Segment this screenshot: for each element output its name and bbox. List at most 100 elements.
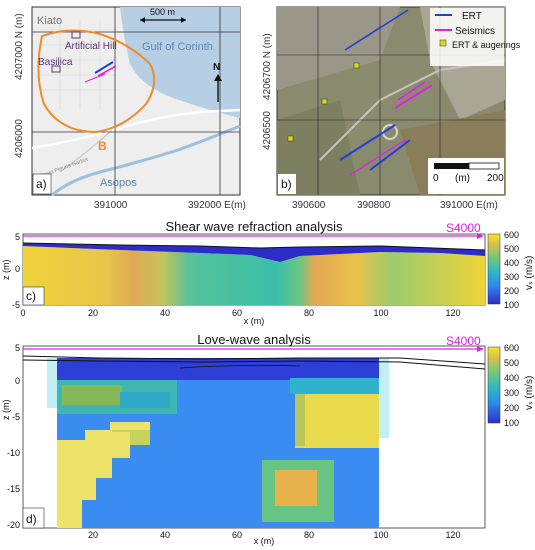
urban-area [277,7,400,90]
cbar-tick: 500 [504,244,519,254]
panel-label-box [32,173,52,195]
velocity-layer-upper [23,243,485,262]
colorbar [487,346,501,424]
north-arrowhead-icon [214,74,222,81]
x-tick: 0 [20,308,25,318]
panel-label-a: a) [36,177,47,191]
z-tick: 0 [15,376,20,386]
x-tick: 120 [445,530,460,540]
cbar-tick: 600 [504,230,519,240]
x-tick: 80 [304,530,314,540]
road-line [31,108,241,150]
road-line [59,129,113,173]
x-tick: 120 [445,308,460,318]
cbar-tick: 400 [504,258,519,268]
panel-label-box [22,286,45,306]
cbar-tick: 500 [504,358,519,368]
x-tick: 60 [232,308,242,318]
velocity-block [295,392,379,448]
seismic-line [84,73,106,83]
velocity-block [62,385,122,405]
basilica-marker [51,65,61,73]
panel-label-box [278,174,296,194]
x-label-c: x (m) [244,316,265,326]
cbar-ticks-c: 600 500 400 300 200 100 [504,230,519,310]
z-tick: 5 [15,232,20,242]
z-tick: -5 [12,300,20,310]
scale-bar-black [434,163,469,169]
seismic-line [97,65,117,77]
chart-title-c: Shear wave refraction analysis [165,219,343,234]
scale-start: 0 [433,173,439,184]
cbar-tick: 300 [504,272,519,282]
interface-line [179,364,301,369]
profile-arrowhead-icon [477,233,484,239]
x-tick-b-0: 390600 [292,200,326,211]
z-ticks-c: 5 0 -5 [12,232,20,310]
topography-line [22,359,486,370]
x-ticks-d: 20 40 60 80 100 120 [88,530,461,540]
x-tick-a-1: 392000 E(m) [188,200,246,211]
place-kiato: Kiato [37,15,62,27]
x-tick: 60 [232,530,242,540]
seismic-line [394,84,433,109]
z-tick: -10 [7,448,20,458]
colorbar [487,233,501,305]
velocity-layer-lower [23,246,485,305]
velocity-block [57,422,150,528]
velocity-block [120,392,170,408]
x-tick: 20 [88,530,98,540]
gulf-of-corinth-water [120,7,240,118]
z-ticks-d: 5 0 -5 -10 -15 -20 [7,343,20,530]
legend-label-seismics: Seismics [455,26,495,37]
z-tick: -15 [7,484,20,494]
y-tick-a-0: 4207000 N (m) [14,13,25,80]
x-tick: 80 [304,308,314,318]
x-tick-b-2: 391000 E(m) [440,200,498,211]
scale-arrowheads [140,17,186,23]
site-outline [37,29,156,134]
velocity-block [275,470,317,506]
scale-label: 500 m [150,7,175,17]
panel-label-box [22,507,45,529]
panel-label-d: d) [26,512,37,526]
z-tick: -20 [7,520,20,530]
z-label-d: z (m) [1,400,11,421]
y-tick-b-1: 4206500 [262,111,273,150]
cbar-tick: 100 [504,300,519,310]
site-label: B [98,139,107,153]
cbar-tick: 200 [504,286,519,296]
seismic-line [349,139,406,176]
asopos-river [51,124,241,197]
legend-label-ert: ERT [462,11,482,22]
z-tick: -5 [12,412,20,422]
cbar-ticks-d: 600 500 400 300 200 100 [504,343,519,428]
velocity-block [57,358,379,380]
panel-d-section [22,345,501,529]
panel-c-section [22,233,501,306]
y-tick-a-1: 4206000 [14,119,25,158]
legend-swatch-augerings [439,39,447,47]
auger-marker [321,98,328,105]
place-artificial-hill: Artificial Hill [65,41,117,52]
x-tick: 100 [373,308,388,318]
velocity-block [290,378,379,394]
x-tick: 20 [88,308,98,318]
place-basilica: Basilica [38,57,73,68]
cbar-label-c: vₛ (m/s) [524,256,535,290]
chart-title-d: Love-wave analysis [197,332,311,347]
panel-label-b: b) [281,177,292,191]
x-tick: 40 [160,308,170,318]
auger-marker [353,62,360,69]
y-tick-b-0: 4206700 N (m) [262,33,273,100]
cbar-tick: 100 [504,418,519,428]
profile-label-c: S4000 [446,221,481,235]
profile-label-d: S4000 [446,334,481,348]
scale-bar-white [468,162,500,170]
legend-box [430,8,504,66]
seismic-line [397,81,426,101]
velocity-edge [379,358,389,438]
x-tick: 100 [373,530,388,540]
ert-line [94,61,114,74]
